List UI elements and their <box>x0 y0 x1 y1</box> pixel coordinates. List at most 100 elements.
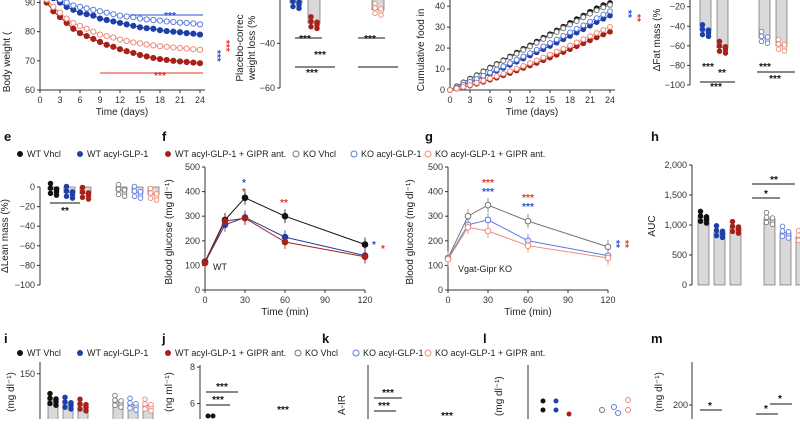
data-point-ko-acyl-glp-1-gipr-ant <box>147 195 154 201</box>
y-tick-label: 6 <box>190 399 195 409</box>
x-tick-label: 18 <box>155 95 165 105</box>
data-point-ko-acyl-glp-1-gipr-ant <box>781 48 788 54</box>
y-tick-label: −60 <box>260 83 275 93</box>
data-point-ko-acyl-glp-1-gipr-ant <box>153 197 160 203</box>
data-point-wt-vhcl <box>281 212 289 220</box>
data-point-ko-acyl-glp-1-gipr-ant <box>527 60 533 67</box>
sig-3: * <box>764 404 768 415</box>
data-point-wt-acyl-glp-1 <box>136 24 144 31</box>
y-tick-label: −60 <box>670 41 685 51</box>
data-point-wt-acyl-glp-1 <box>699 31 706 38</box>
legend-marker-wt-glp1 <box>77 151 83 157</box>
data-point-ko-acyl-glp-1-gipr-ant <box>507 68 513 75</box>
data-point-ko-vhcl <box>593 7 600 14</box>
sig-auc-2: * <box>764 189 768 200</box>
data-point-ko-acyl-glp-1-gipr-ant <box>153 191 160 197</box>
legend-label-wt-glp1: WT acyl-GLP-1 <box>87 348 148 358</box>
data-point-wt-vhcl <box>697 213 704 219</box>
y-tick-label: 150 <box>20 369 35 379</box>
data-point-ko-acyl-glp-1 <box>90 6 97 13</box>
data-point-wt-acyl-glp-1-gipr-ant <box>116 46 124 53</box>
data-point-wt-acyl-glp-1 <box>130 22 137 29</box>
data-point-wt-acyl-glp-1-gipr-ant <box>85 190 92 196</box>
bar-ko-vhcl <box>112 401 124 424</box>
bar-ko-acyl-glp-1-gipr-ant <box>775 0 788 47</box>
y-tick-label: 90 <box>25 0 35 8</box>
data-point-ko-acyl-glp-1-gipr-ant <box>372 0 378 7</box>
y-tick-label: 0 <box>438 285 443 295</box>
legend-marker-ko-vehicle <box>294 349 302 357</box>
data-point-ko-acyl-glp-1-gipr-ant <box>156 43 164 50</box>
y-tick-label: −100 <box>15 280 35 290</box>
bar-ko-acyl-glp-1-gipr-ant <box>795 236 800 286</box>
y-axis-title: s (mg dl⁻¹) <box>494 376 505 419</box>
data-point-wt-acyl-glp-1-gipr-ant <box>77 406 83 412</box>
data-point-ko-acyl-glp-1 <box>133 407 139 413</box>
data-point-ko-acyl-glp-1-gipr-ant <box>524 242 532 250</box>
data-point-ko-acyl-glp-1-gipr-ant <box>372 5 378 11</box>
data-point-ko-acyl-glp-1 <box>127 400 133 406</box>
bar-ko-vhcl <box>763 218 776 286</box>
data-point-ko-acyl-glp-1 <box>63 0 70 6</box>
data-point-ko-acyl-glp-1-gipr-ant <box>484 227 492 235</box>
bar-ko-acyl-glp-1 <box>127 404 139 424</box>
data-point-wt-vhcl <box>703 220 710 226</box>
x-tick-label: 0 <box>37 95 42 105</box>
data-point-wt-vhcl <box>697 208 704 215</box>
data-point-ko-acyl-glp-1-gipr-ant <box>553 48 560 55</box>
data-point-wt-acyl-glp-1-gipr-ant <box>79 184 86 191</box>
data-point-wt-acyl-glp-1 <box>110 18 117 25</box>
data-point-ko-vhcl <box>112 397 118 403</box>
data-point-ko-acyl-glp-1 <box>758 28 765 35</box>
data-point-wt-vhcl <box>697 218 704 224</box>
legend-label-ko-glp1: KO acyl-GLP-1 <box>363 348 424 358</box>
data-point-ko-acyl-glp-1 <box>190 20 197 27</box>
x-tick-label: 60 <box>280 295 290 305</box>
data-point-wt-acyl-glp-1 <box>699 22 706 28</box>
data-point-ko-acyl-glp-1 <box>70 2 77 9</box>
data-point-wt-acyl-glp-1 <box>62 394 68 401</box>
panel-letter-l: l <box>483 331 487 346</box>
panel-letter-g: g <box>425 129 433 144</box>
data-point-ko-acyl-glp-1 <box>130 13 137 21</box>
data-point-ko-acyl-glp-1 <box>758 38 765 45</box>
data-point-ko-acyl-glp-1 <box>764 34 771 40</box>
data-point-ko-acyl-glp-1-gipr-ant <box>70 19 77 27</box>
data-point-wt-acyl-glp-1-gipr-ant <box>308 18 314 25</box>
data-point <box>540 407 546 413</box>
data-point-wt-acyl-glp-1 <box>50 0 56 2</box>
legend-label-ko-vehicle: KO Vhcl <box>303 149 336 159</box>
data-point-ko-vhcl <box>560 25 567 32</box>
sig-wt-3: *** <box>306 68 318 79</box>
data-point-ko-acyl-glp-1 <box>131 183 138 190</box>
sig-red-side: ** <box>631 14 642 22</box>
data-point-wt-acyl-glp-1-gipr-ant <box>83 408 89 414</box>
y-tick-label: 200 <box>185 236 200 246</box>
data-point-ko-vhcl <box>115 181 122 188</box>
panel-m: 200 (mg dl⁻¹) * * * <box>654 362 792 419</box>
panel-letter-e: e <box>4 129 11 144</box>
auc-panel: 0 500 1,000 1,500 2,000 AUC ** * <box>647 160 800 290</box>
data-point-wt-acyl-glp-1-gipr-ant <box>77 401 83 407</box>
legend-marker-ko-glp1 <box>350 150 358 158</box>
data-point-ko-acyl-glp-1 <box>547 40 553 46</box>
y-tick-label: −80 <box>20 260 35 270</box>
data-point-wt-vhcl <box>53 186 60 192</box>
data-point-ko-vhcl <box>763 214 770 220</box>
data-point-ko-acyl-glp-1-gipr-ant <box>573 39 580 46</box>
y-axis-title-line1: Placebo-correc <box>235 14 246 81</box>
panel-j: 8 6 (ng ml⁻¹) *** *** *** <box>164 362 289 419</box>
data-point-ko-acyl-glp-1-gipr-ant <box>147 190 154 196</box>
sig-ko: *** <box>364 34 376 45</box>
y-tick-label: 40 <box>435 1 445 11</box>
data-point <box>566 411 572 417</box>
glucose-ko-panel: 0 100 200 300 400 500 0 30 60 90 120 Time (min) B… <box>405 162 630 318</box>
data-point-ko-acyl-glp-1 <box>76 3 84 10</box>
x-tick-label: 18 <box>565 95 575 105</box>
data-point-ko-acyl-glp-1 <box>484 216 492 224</box>
data-point-ko-acyl-glp-1 <box>600 11 607 18</box>
sig-blue-side: ** <box>622 10 633 18</box>
y-tick-label: 0 <box>195 285 200 295</box>
sig-3: *** <box>710 82 722 93</box>
